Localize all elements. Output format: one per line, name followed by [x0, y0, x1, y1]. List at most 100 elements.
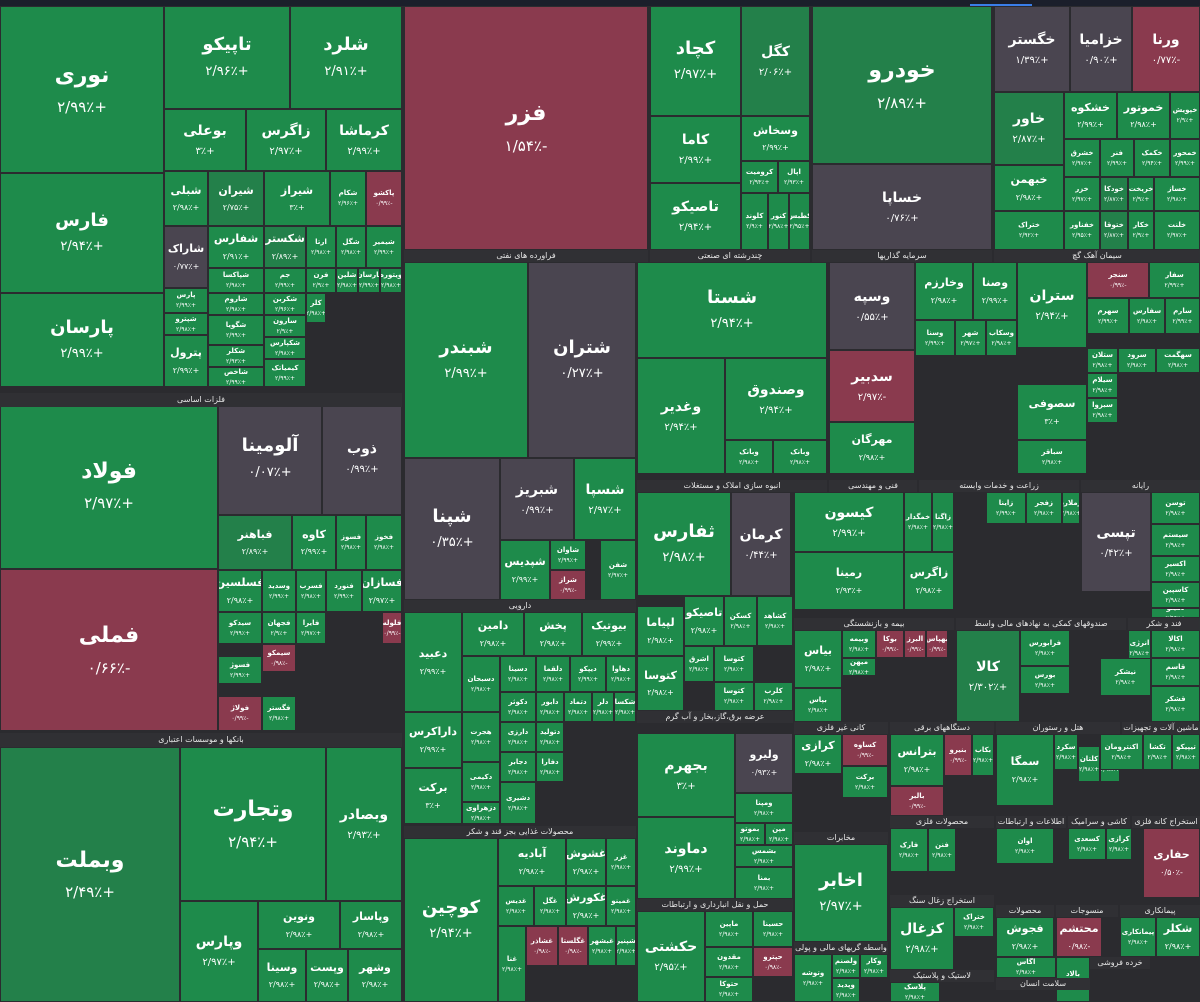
treemap-tile[interactable]: غمینو +۲/۹۸٪ [606, 886, 636, 926]
treemap-tile[interactable]: بنیرو -۰/۹۹٪ [944, 734, 972, 776]
treemap-tile[interactable]: ختراک +۲/۹۲٪ [994, 211, 1064, 250]
treemap-tile[interactable]: شپدیس +۲/۹۹٪ [500, 540, 550, 600]
treemap-tile[interactable]: کوچین +۲/۹۴٪ [404, 838, 498, 1002]
treemap-tile[interactable]: دلر +۲/۹۸٪ [592, 692, 614, 722]
treemap-tile[interactable]: لپیاما +۲/۹۸٪ [637, 606, 684, 656]
treemap-tile[interactable]: وبصادر +۲/۹۳٪ [326, 747, 402, 901]
treemap-tile[interactable]: حتوکا +۲/۹۸٪ [705, 977, 753, 1002]
treemap-tile[interactable]: پترول +۲/۹۹٪ [164, 335, 208, 387]
treemap-tile[interactable]: کرومیت +۲/۹۴٪ [741, 161, 778, 193]
treemap-tile[interactable]: فگستر +۲/۹۸٪ [262, 696, 296, 731]
treemap-tile[interactable]: دامین +۲/۹۸٪ [462, 612, 524, 656]
treemap-tile[interactable]: کلرب +۲/۹۸٪ [754, 682, 793, 711]
treemap-tile[interactable]: زاگرس +۲/۹۸٪ [904, 552, 954, 610]
treemap-tile[interactable]: فملی -۰/۶۶٪ [0, 569, 218, 731]
treemap-tile[interactable]: خاور +۲/۸۷٪ [994, 92, 1064, 165]
treemap-tile[interactable]: شکسا +۲/۹۸٪ [614, 692, 636, 722]
treemap-tile[interactable]: فسرب +۲/۹۸٪ [296, 570, 326, 612]
treemap-tile[interactable]: بشمس +۲/۹۸٪ [735, 845, 793, 867]
treemap-tile[interactable]: سکرد +۲/۹۸٪ [1054, 734, 1078, 770]
treemap-tile[interactable]: کاسپین +۲/۹۸٪ [1151, 582, 1200, 608]
treemap-tile[interactable]: فارک +۲/۹۸٪ [890, 828, 928, 872]
treemap-tile[interactable]: خزامیا +۰/۹۰٪ [1070, 6, 1132, 92]
treemap-tile[interactable]: خگستر +۱/۳۹٪ [994, 6, 1070, 92]
treemap-tile[interactable]: شلین +۲/۹۸٪ [336, 268, 358, 293]
treemap-tile[interactable]: غدیس +۲/۹۸٪ [498, 886, 534, 926]
treemap-tile[interactable]: زملارد +۲/۹۸٪ [1062, 492, 1080, 524]
treemap-tile[interactable]: فسلسین +۲/۹۸٪ [218, 570, 262, 612]
treemap-tile[interactable]: غگل +۲/۹۸٪ [534, 886, 566, 926]
treemap-tile[interactable]: وپاسار +۲/۹۸٪ [340, 901, 402, 949]
treemap-tile[interactable]: نوری +۲/۹۹٪ [0, 6, 164, 173]
treemap-tile[interactable]: شلرد +۲/۹۱٪ [290, 6, 402, 109]
treemap-tile[interactable]: حفاری -۰/۵۰٪ [1143, 828, 1200, 898]
treemap-tile[interactable]: سهرم +۲/۹۹٪ [1087, 298, 1129, 334]
treemap-tile[interactable]: شگل +۲/۹۸٪ [336, 226, 366, 268]
treemap-tile[interactable]: کرازی +۲/۹۸٪ [794, 734, 842, 774]
treemap-tile[interactable]: ماپین +۲/۹۸٪ [705, 911, 753, 947]
treemap-tile[interactable]: آلومینا +۰/۰۷٪ [218, 402, 322, 515]
treemap-tile[interactable]: فجوش +۲/۹۸٪ [996, 917, 1054, 957]
treemap-tile[interactable]: دیپکو +۲/۹۹٪ [570, 656, 606, 692]
treemap-tile[interactable]: غنا +۲/۹۸٪ [498, 926, 526, 1002]
treemap-tile[interactable]: محتشم -۰/۹۸٪ [1056, 917, 1102, 957]
treemap-tile[interactable]: فسوژ +۲/۹۹٪ [218, 656, 262, 684]
treemap-tile[interactable]: دلقما +۲/۹۸٪ [536, 656, 570, 692]
treemap-tile[interactable]: بترانس +۲/۹۸٪ [890, 734, 944, 786]
treemap-tile[interactable]: توسن +۲/۹۸٪ [1151, 492, 1200, 524]
treemap-tile[interactable]: فایرا +۲/۹۷٪ [296, 612, 326, 644]
treemap-tile[interactable]: وبانک +۲/۹۸٪ [773, 440, 827, 474]
treemap-tile[interactable]: شهر +۲/۹۷٪ [955, 320, 986, 356]
treemap-tile[interactable]: کیمیاتک +۲/۹۹٪ [264, 359, 306, 387]
treemap-tile[interactable]: سفارس +۲/۹۸٪ [1129, 298, 1165, 334]
treemap-tile[interactable]: فنورد +۲/۹۹٪ [326, 570, 362, 612]
treemap-tile[interactable]: بیاس +۲/۹۸٪ [794, 630, 842, 688]
treemap-tile[interactable]: خشرق +۲/۹۷٪ [1064, 139, 1100, 177]
treemap-tile[interactable]: فسازان +۲/۹۷٪ [362, 570, 402, 612]
treemap-tile[interactable]: داراکرس +۲/۹۹٪ [404, 712, 462, 768]
treemap-tile[interactable]: تاصیکو +۲/۹۴٪ [650, 183, 741, 250]
treemap-tile[interactable]: دزهراوی +۲/۹۸٪ [462, 802, 500, 824]
treemap-tile[interactable]: دسینا +۲/۹۸٪ [500, 656, 536, 692]
treemap-tile[interactable]: شسپا +۲/۹۷٪ [574, 458, 636, 540]
treemap-tile[interactable]: سبزوا +۲/۹۸٪ [1087, 398, 1118, 423]
treemap-tile[interactable]: وسپه +۰/۵۵٪ [829, 262, 915, 350]
treemap-tile[interactable]: شبریز +۰/۹۹٪ [500, 458, 574, 540]
treemap-tile[interactable]: سیلام +۲/۹۸٪ [1087, 373, 1118, 398]
treemap-tile[interactable]: خکار +۲/۹٪ [1128, 211, 1154, 250]
treemap-tile[interactable]: کلر +۲/۹۸٪ [306, 293, 326, 323]
treemap-tile[interactable]: شپاکسا +۲/۹۸٪ [208, 268, 264, 293]
treemap-tile[interactable]: خریخت +۲/۹٪ [1128, 177, 1154, 211]
treemap-tile[interactable]: خودکا +۲/۸۷٪ [1100, 177, 1128, 211]
treemap-tile[interactable]: جم +۲/۹۹٪ [264, 268, 306, 293]
treemap-tile[interactable]: شستا +۲/۹۴٪ [637, 262, 827, 358]
treemap-tile[interactable]: وليرو +۰/۹۳٪ [735, 733, 793, 793]
treemap-tile[interactable]: خلنت +۲/۹۷٪ [1154, 211, 1200, 250]
treemap-tile[interactable]: وشهر +۲/۹۸٪ [348, 949, 402, 1002]
treemap-tile[interactable]: شاروم +۲/۹۸٪ [208, 293, 264, 315]
treemap-tile[interactable]: فزر -۱/۵۴٪ [404, 6, 648, 250]
treemap-tile[interactable]: کزغال +۲/۹۸٪ [890, 907, 954, 970]
treemap-tile[interactable]: دماوند +۲/۹۹٪ [637, 817, 735, 899]
treemap-tile[interactable]: فسوز +۲/۹۸٪ [336, 515, 366, 570]
treemap-tile[interactable]: اکنترومان +۲/۹۸٪ [1100, 734, 1143, 770]
treemap-tile[interactable]: کاما +۲/۹۹٪ [650, 116, 741, 183]
treemap-tile[interactable]: خساپا +۰/۷۶٪ [812, 164, 992, 250]
treemap-tile[interactable]: کیسون +۲/۹۹٪ [794, 492, 904, 552]
treemap-tile[interactable]: فلوله -۰/۹۹٪ [382, 612, 402, 644]
treemap-tile[interactable]: سمگا +۲/۹۸٪ [996, 734, 1054, 806]
treemap-tile[interactable]: وصنا +۲/۹۹٪ [973, 262, 1017, 320]
treemap-tile[interactable]: کرمان +۰/۴۴٪ [731, 492, 791, 596]
treemap-tile[interactable]: وسنا +۲/۹۹٪ [915, 320, 955, 356]
treemap-tile[interactable]: شیراز +۳٪ [264, 171, 330, 226]
treemap-tile[interactable]: مهرگان +۲/۹۸٪ [829, 422, 915, 474]
treemap-tile[interactable]: شاوان +۲/۹۹٪ [550, 540, 586, 570]
treemap-tile[interactable]: بجهرم +۳٪ [637, 733, 735, 817]
treemap-tile[interactable]: کچاد +۲/۹۷٪ [650, 6, 741, 116]
treemap-tile[interactable]: غبشهر +۲/۹۸٪ [588, 926, 616, 966]
treemap-tile[interactable]: البرز -۰/۹۹٪ [904, 630, 926, 658]
treemap-tile[interactable]: تیپیکو +۲/۹۸٪ [1172, 734, 1200, 770]
treemap-tile[interactable]: دعبید +۲/۹۹٪ [404, 612, 462, 712]
treemap-tile[interactable]: کسکن +۲/۹۸٪ [724, 596, 757, 646]
treemap-tile[interactable]: دهاوا +۲/۹۸٪ [606, 656, 636, 692]
